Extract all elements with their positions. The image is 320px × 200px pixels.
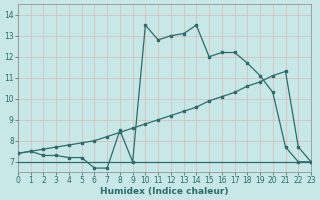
X-axis label: Humidex (Indice chaleur): Humidex (Indice chaleur) bbox=[100, 187, 229, 196]
